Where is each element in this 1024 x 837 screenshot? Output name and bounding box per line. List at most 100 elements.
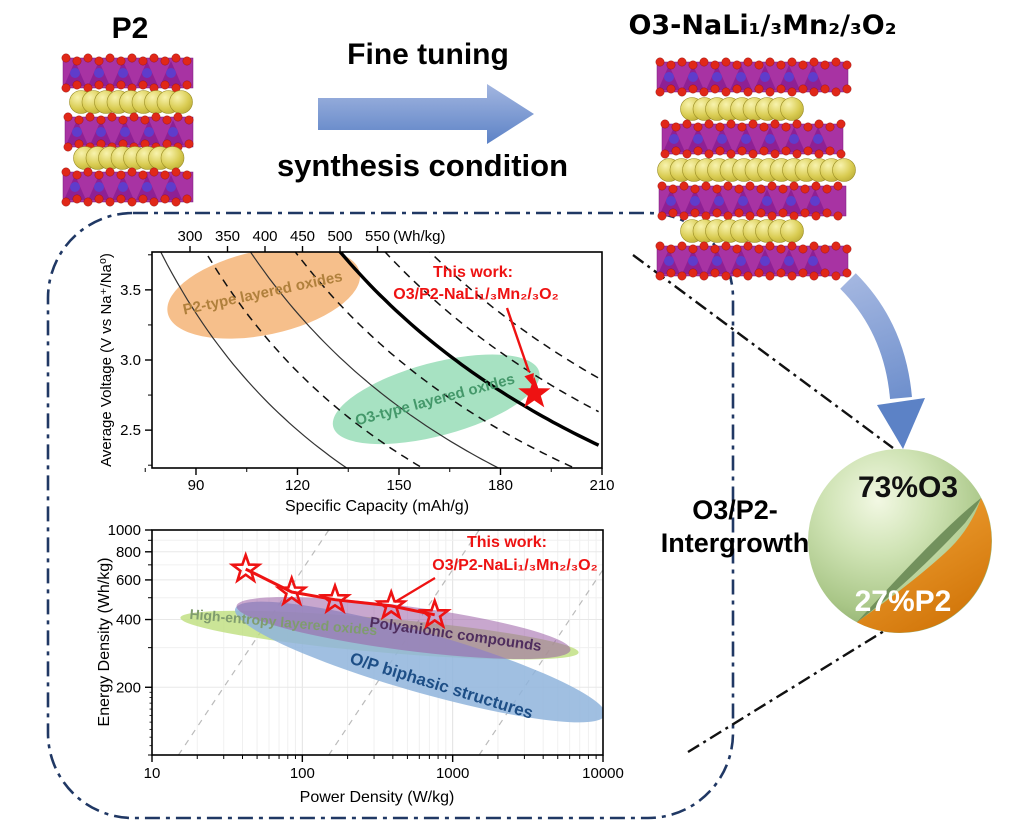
oxygen-atom: [748, 149, 758, 159]
oxygen-atom: [715, 146, 725, 156]
oxygen-atom: [745, 211, 755, 221]
this-work-star: [374, 587, 409, 621]
oxygen-atom: [798, 84, 808, 94]
oxygen-atom: [710, 60, 720, 70]
oxygen-atom: [732, 60, 742, 70]
oxygen-atom: [105, 167, 115, 177]
oxygen-atom: [814, 149, 824, 159]
this-work-formula: O3/P2-NaLi₁/₃Mn₂/₃O₂: [393, 286, 558, 303]
oxygen-atom: [160, 80, 170, 90]
oxygen-atom: [842, 244, 852, 254]
oxygen-atom: [732, 84, 742, 94]
oxygen-atom: [688, 60, 698, 70]
top-tick-label: 300: [177, 228, 202, 245]
oxygen-atom: [809, 271, 819, 281]
top-tick-label: 450: [290, 228, 315, 245]
this-work-star: [417, 596, 452, 630]
top-tick-label: 350: [215, 228, 240, 245]
sodium-atom: [780, 219, 804, 243]
oxygen-atom: [798, 244, 808, 254]
y-tick-label: 200: [116, 679, 141, 696]
intergrowth-line1: O3/P2-: [692, 495, 778, 525]
oxygen-atom: [770, 119, 780, 129]
oxygen-atom: [660, 119, 670, 129]
oxygen-atom: [723, 211, 733, 221]
oxygen-atom: [765, 271, 775, 281]
oxygen-atom: [657, 181, 667, 191]
oxygen-atom: [789, 181, 799, 191]
oxygen-atom: [690, 184, 700, 194]
this-work-label: This work:: [433, 264, 513, 281]
oxygen-atom: [83, 53, 93, 63]
x-tick-label: 90: [188, 477, 205, 494]
plot-frame: [151, 529, 604, 756]
oxygen-atom: [679, 181, 689, 191]
oxygen-atom: [754, 84, 764, 94]
oxygen-atom: [655, 57, 665, 67]
oxygen-atom: [831, 87, 841, 97]
oxygen-atom: [688, 244, 698, 254]
oxygen-atom: [776, 60, 786, 70]
oxygen-atom: [732, 268, 742, 278]
energy-contour: [204, 252, 425, 468]
oxygen-atom: [701, 181, 711, 191]
curved-arrow-head: [877, 398, 925, 449]
oxygen-atom: [710, 268, 720, 278]
oxygen-atom: [72, 194, 82, 204]
oxygen-atom: [682, 119, 692, 129]
y-tick-label: 2.5: [120, 422, 141, 439]
top-tick-label: 500: [327, 228, 352, 245]
sphere-p2-label: 27%P2: [855, 585, 952, 618]
o3-crystal-structure: [655, 57, 856, 281]
oxygen-atom: [743, 241, 753, 251]
oxygen-atom: [184, 115, 194, 125]
oxygen-atom: [820, 84, 830, 94]
oxygen-atom: [693, 122, 703, 132]
oxygen-atom: [723, 181, 733, 191]
oxygen-atom: [655, 241, 665, 251]
oxygen-atom: [756, 208, 766, 218]
y-axis-label: Average Voltage (V vs Na⁺/Na⁰): [98, 253, 115, 467]
oxygen-atom: [726, 149, 736, 159]
this-work-formula: O3/P2-NaLi₁/₃Mn₂/₃O₂: [432, 557, 597, 574]
energy-contour: [160, 252, 348, 468]
oxygen-atom: [721, 87, 731, 97]
oxygen-atom: [94, 80, 104, 90]
oxygen-atom: [105, 197, 115, 207]
oxygen-atom: [798, 268, 808, 278]
oxygen-atom: [83, 197, 93, 207]
oxygen-atom: [754, 60, 764, 70]
this-work-label: This work:: [467, 534, 547, 551]
oxygen-atom: [767, 181, 777, 191]
oxygen-atom: [803, 122, 813, 132]
oxygen-atom: [778, 208, 788, 218]
oxygen-atom: [726, 119, 736, 129]
oxygen-atom: [792, 149, 802, 159]
oxygen-atom: [699, 271, 709, 281]
oxygen-atom: [118, 115, 128, 125]
oxygen-atom: [182, 80, 192, 90]
oxygen-atom: [800, 208, 810, 218]
oxygen-atom: [679, 211, 689, 221]
oxygen-atom: [666, 84, 676, 94]
oxygen-atom: [116, 194, 126, 204]
oxygen-atom: [770, 149, 780, 159]
oxygen-atom: [787, 87, 797, 97]
this-work-star: [274, 574, 309, 607]
oxygen-atom: [836, 119, 846, 129]
oxygen-atom: [149, 167, 159, 177]
oxygen-atom: [129, 112, 139, 122]
region-ellipse: [332, 354, 540, 445]
x-tick-label: 120: [285, 477, 310, 494]
oxygen-atom: [160, 194, 170, 204]
oxygen-atom: [737, 146, 747, 156]
curved-arrow-body: [840, 273, 912, 400]
oxygen-atom: [798, 60, 808, 70]
oxygen-atom: [754, 268, 764, 278]
oxygen-atom: [734, 184, 744, 194]
x-tick-label: 180: [488, 477, 513, 494]
oxygen-atom: [787, 241, 797, 251]
oxygen-atom: [85, 112, 95, 122]
